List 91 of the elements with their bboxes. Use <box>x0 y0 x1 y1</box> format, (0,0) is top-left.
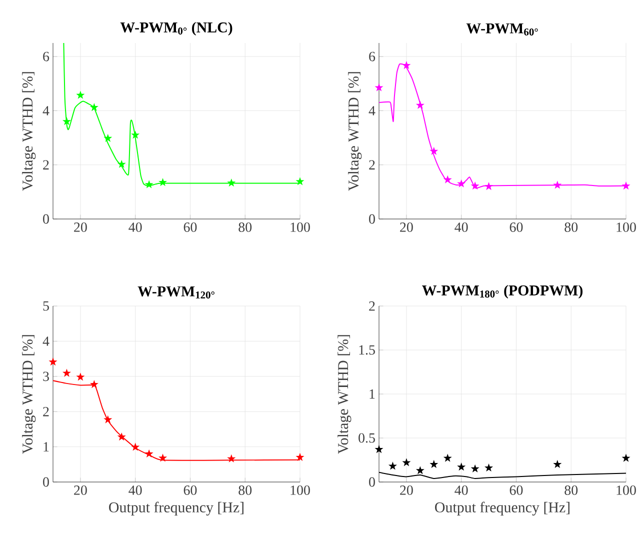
point <box>443 454 452 462</box>
y-tick-label: 4 <box>42 336 50 346</box>
x-tick-label: 40 <box>454 486 468 495</box>
point <box>104 415 112 424</box>
point <box>457 179 466 188</box>
point <box>416 466 424 474</box>
x-tick-label: 80 <box>564 486 578 495</box>
y-tick-label: 0 <box>43 214 49 224</box>
y-tick-label: 5 <box>43 301 49 311</box>
y-tick-label: 3 <box>43 372 49 382</box>
y-tick-label: 0.5 <box>358 433 375 443</box>
point <box>227 178 236 187</box>
x-tick-label: 60 <box>510 222 523 232</box>
x-tick-label: 80 <box>238 222 252 232</box>
y-tick-label: 2 <box>43 160 49 170</box>
y-tick-label: 1 <box>370 389 375 399</box>
point <box>158 178 168 186</box>
x-tick-label: 20 <box>400 222 413 232</box>
point <box>388 462 397 470</box>
point <box>131 130 140 139</box>
y-axis-title: Voltage WTHD [%] <box>22 335 36 454</box>
point <box>117 160 126 168</box>
y-tick-label: 6 <box>43 52 50 62</box>
point <box>374 83 384 92</box>
point <box>622 181 630 190</box>
point <box>296 177 304 186</box>
point <box>457 462 466 471</box>
point <box>484 463 494 472</box>
y-axis-title: Voltage WTHD [%] <box>348 72 362 191</box>
x-tick-label: 40 <box>454 222 468 232</box>
x-tick-label: 60 <box>510 486 523 495</box>
x-tick-label: 40 <box>128 486 142 495</box>
x-tick-label: 100 <box>616 222 636 232</box>
point <box>62 117 71 126</box>
point <box>484 182 494 190</box>
x-tick-label: 40 <box>128 222 142 232</box>
point <box>553 180 562 189</box>
x-tick-label: 80 <box>564 222 578 232</box>
point <box>76 90 85 99</box>
x-tick-label: 20 <box>400 486 413 495</box>
y-tick-label: 1 <box>44 442 49 452</box>
point <box>296 452 304 461</box>
point <box>402 458 411 466</box>
point <box>131 442 140 451</box>
x-axis-title: Output frequency [Hz] <box>109 502 244 516</box>
x-tick-label: 100 <box>616 486 636 495</box>
y-tick-label: 4 <box>42 106 50 116</box>
x-tick-label: 20 <box>74 222 87 232</box>
x-tick-label: 60 <box>184 222 197 232</box>
y-axis-title: Voltage WTHD [%] <box>22 72 36 191</box>
y-tick-label: 0 <box>369 214 375 224</box>
point <box>48 357 58 366</box>
x-tick-label: 20 <box>74 486 87 495</box>
point <box>144 180 154 188</box>
y-tick-label: 2 <box>369 160 375 170</box>
x-tick-label: 80 <box>238 486 252 495</box>
point <box>76 372 85 381</box>
point <box>144 449 154 458</box>
point <box>158 454 168 462</box>
x-tick-label: 60 <box>184 486 197 495</box>
x-tick-label: 100 <box>290 222 310 232</box>
chart-title: W-PWM$_{0°}$ (NLC) <box>120 22 232 36</box>
y-tick-label: 2 <box>43 406 49 416</box>
chart-title: W-PWM$_{180°}$ (PODPWM) <box>422 284 583 298</box>
x-axis-title: Output frequency [Hz] <box>435 502 570 516</box>
y-tick-label: 1.5 <box>359 345 375 355</box>
y-tick-label: 2 <box>369 301 375 311</box>
y-tick-label: 0 <box>43 477 49 487</box>
y-tick-label: 4 <box>368 106 376 116</box>
point <box>402 60 411 70</box>
point <box>117 432 126 441</box>
point <box>430 460 438 468</box>
x-tick-label: 100 <box>290 486 310 495</box>
point <box>416 100 424 109</box>
point <box>443 175 452 184</box>
y-tick-label: 6 <box>369 52 376 62</box>
point <box>374 444 384 454</box>
point <box>553 460 562 468</box>
point <box>470 464 480 472</box>
chart-title: W-PWM$_{60°}$ <box>466 23 538 36</box>
chart-title: W-PWM$_{120°}$ <box>138 286 214 298</box>
point <box>90 102 98 112</box>
point <box>90 380 98 388</box>
y-tick-label: 0 <box>369 477 375 487</box>
y-axis-title: Voltage WTHD [%] <box>338 335 352 454</box>
point <box>430 146 438 155</box>
point <box>227 454 236 462</box>
point <box>622 454 630 462</box>
point <box>470 181 480 190</box>
point <box>104 134 112 142</box>
point <box>62 368 71 377</box>
